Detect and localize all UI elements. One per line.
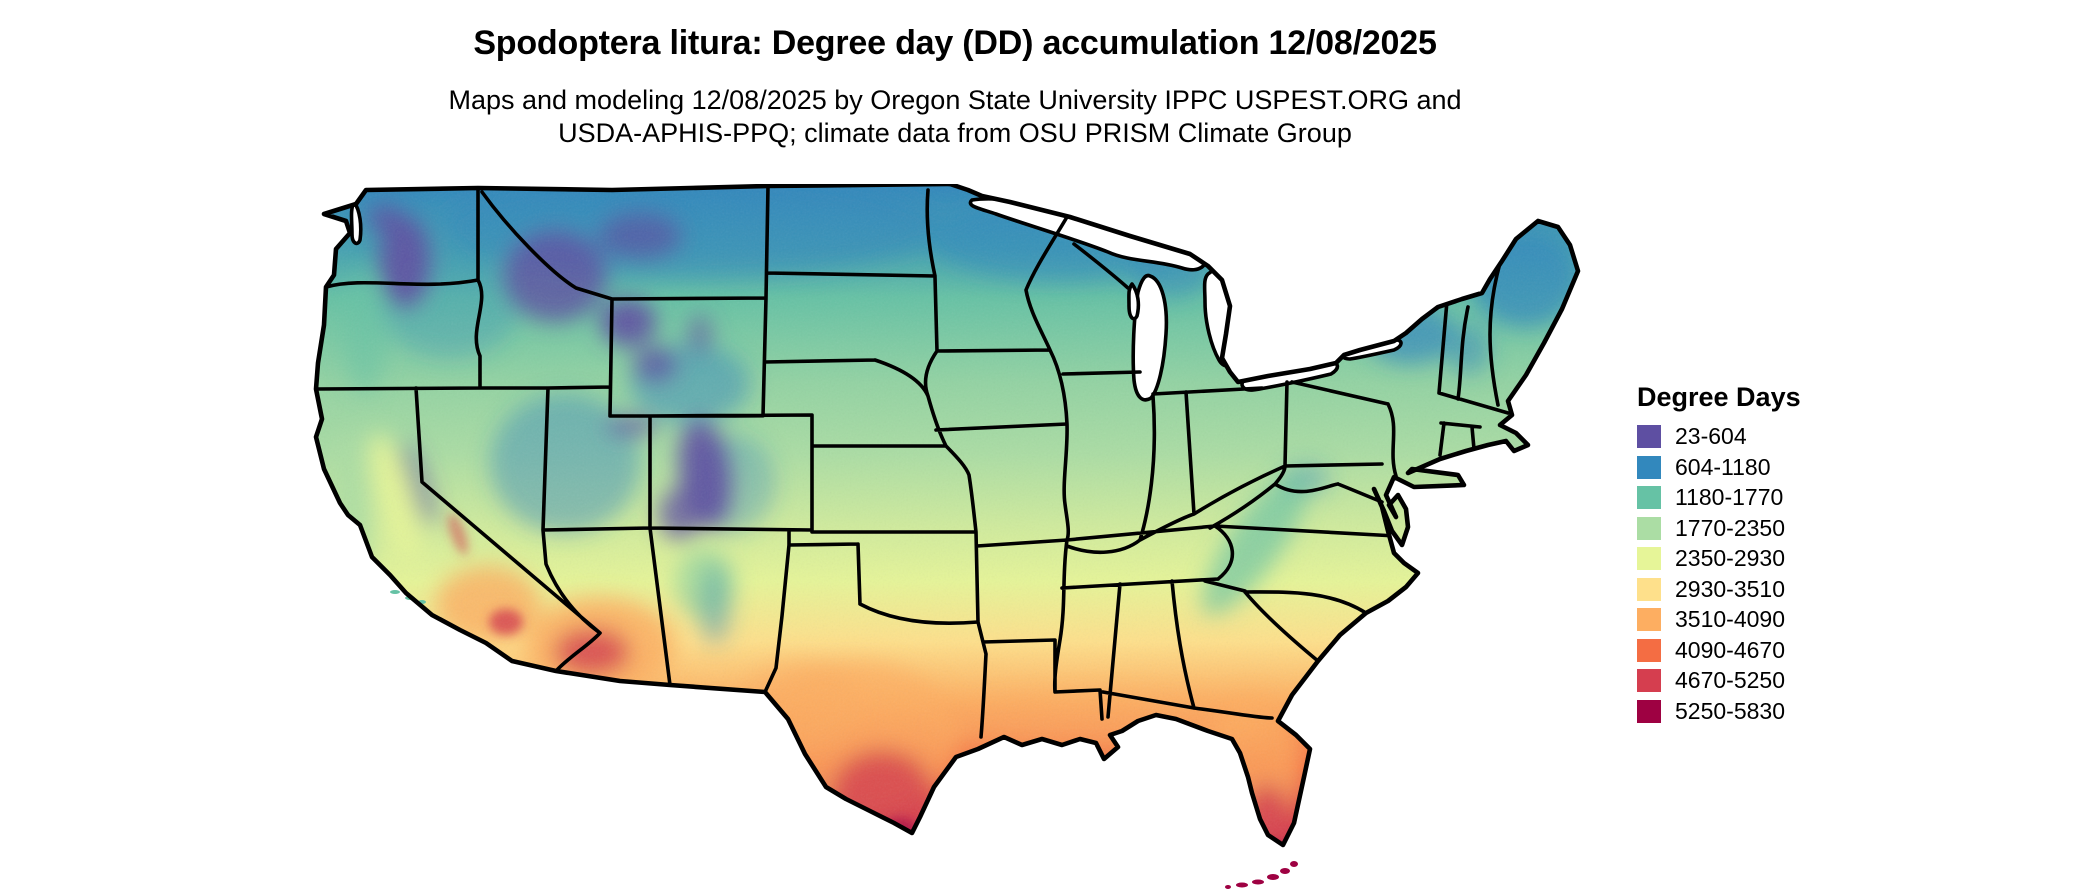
legend-label: 5250-5830 [1675, 697, 1785, 724]
legend-label: 604-1180 [1675, 453, 1771, 480]
legend-swatch [1637, 547, 1661, 570]
map-subtitle-line1: Maps and modeling 12/08/2025 by Oregon S… [448, 85, 1462, 115]
legend-item: 1180-1770 [1637, 484, 1801, 511]
legend-label: 4670-5250 [1675, 667, 1785, 693]
legend-label: 2930-3510 [1675, 575, 1785, 602]
legend-label: 3510-4090 [1675, 606, 1785, 632]
legend-item: 2350-2930 [1637, 545, 1801, 572]
map-subtitle-line2: USDA-APHIS-PPQ; climate data from OSU PR… [558, 118, 1352, 148]
green-bay [1127, 282, 1141, 321]
legend-label: 2350-2930 [1675, 545, 1785, 571]
legend-swatch [1637, 577, 1661, 601]
map-title: Spodoptera litura: Degree day (DD) accum… [473, 24, 1437, 62]
legend-label: 4090-4670 [1675, 636, 1785, 663]
legend-swatch [1637, 699, 1661, 723]
map-subtitle: Maps and modeling 12/08/2025 by Oregon S… [0, 84, 1910, 150]
legend-item: 604-1180 [1637, 454, 1801, 481]
puget-sound [349, 200, 363, 246]
legend-swatch [1637, 486, 1661, 509]
us-degree-day-map [310, 184, 1600, 892]
legend-label: 1770-2350 [1675, 514, 1785, 541]
legend-item: 23-604 [1637, 423, 1801, 450]
state-borders [316, 184, 1510, 739]
florida-keys [1225, 861, 1298, 889]
legend-label: 23-604 [1675, 423, 1747, 449]
map-svg [310, 184, 1600, 889]
legend-item: 4090-4670 [1637, 637, 1801, 664]
legend-title: Degree Days [1637, 382, 1801, 412]
legend-items: 23-604 604-1180 1180-1770 1770-2350 2350-293… [1637, 423, 1801, 725]
legend-item: 1770-2350 [1637, 515, 1801, 542]
legend-swatch [1637, 608, 1661, 631]
legend-swatch [1637, 516, 1661, 540]
legend-item: 5250-5830 [1637, 698, 1801, 725]
legend-item: 4670-5250 [1637, 667, 1801, 694]
legend-swatch [1637, 425, 1661, 448]
legend-item: 3510-4090 [1637, 606, 1801, 633]
legend-item: 2930-3510 [1637, 576, 1801, 603]
legend-swatch [1637, 455, 1661, 479]
legend: Degree Days 23-604 604-1180 1180-1770 1770-… [1637, 382, 1801, 728]
legend-swatch [1637, 638, 1661, 662]
legend-label: 1180-1770 [1675, 484, 1784, 510]
legend-swatch [1637, 669, 1661, 692]
